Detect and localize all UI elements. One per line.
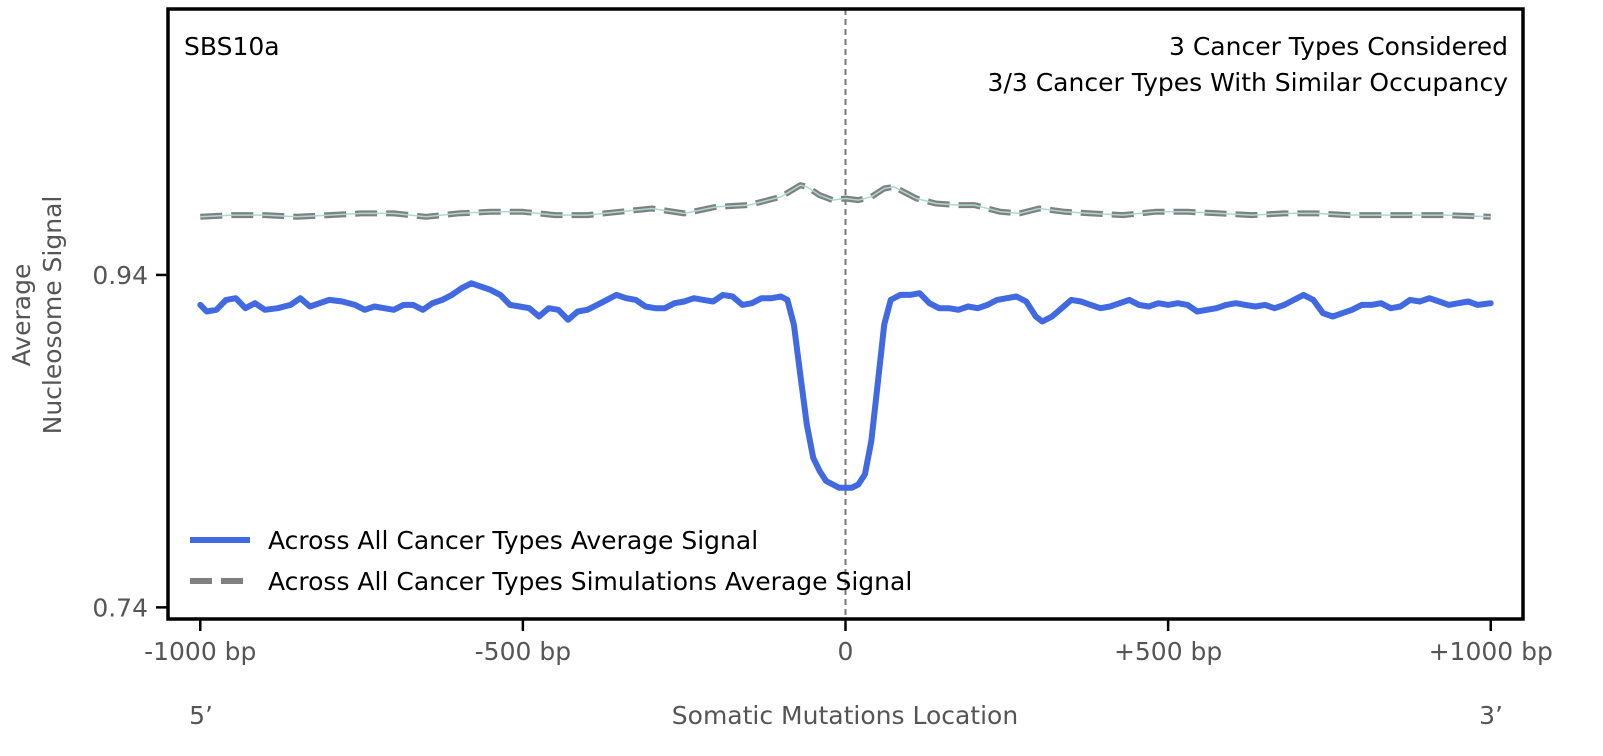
x-end-label-3prime: 3’ bbox=[1479, 701, 1503, 730]
panel-label: SBS10a bbox=[184, 32, 280, 61]
x-tick-label-1: -500 bp bbox=[475, 637, 571, 666]
plot-frame bbox=[166, 7, 1525, 621]
series-line-average-signal bbox=[197, 280, 1494, 491]
annotation-similar-occupancy: 3/3 Cancer Types With Similar Occupancy bbox=[988, 68, 1509, 97]
x-tick-label-2: 0 bbox=[838, 637, 854, 666]
series-group bbox=[197, 182, 1494, 491]
x-tick-label-3: +500 bp bbox=[1114, 637, 1222, 666]
x-axis-ticks: -1000 bp -500 bp 0 +500 bp +1000 bp bbox=[144, 619, 1553, 666]
y-tick-label-0: 0.94 bbox=[92, 261, 148, 290]
legend: Across All Cancer Types Average Signal A… bbox=[190, 526, 912, 596]
x-end-label-5prime: 5’ bbox=[189, 701, 213, 730]
legend-label-simulations-signal: Across All Cancer Types Simulations Aver… bbox=[268, 567, 912, 596]
annotation-cancer-types: 3 Cancer Types Considered bbox=[1169, 32, 1508, 61]
x-axis-label: Somatic Mutations Location bbox=[672, 701, 1018, 730]
y-axis-label-line1: Average bbox=[7, 264, 36, 367]
x-tick-label-0: -1000 bp bbox=[144, 637, 256, 666]
y-tick-label-1: 0.74 bbox=[92, 593, 148, 622]
y-axis-ticks: 0.94 0.74 bbox=[92, 261, 168, 622]
series-line-simulations-signal-overlay bbox=[200, 184, 1491, 218]
y-axis-label-line2: Nucleosome Signal bbox=[38, 196, 67, 435]
x-tick-label-4: +1000 bp bbox=[1429, 637, 1553, 666]
legend-label-average-signal: Across All Cancer Types Average Signal bbox=[268, 526, 758, 555]
